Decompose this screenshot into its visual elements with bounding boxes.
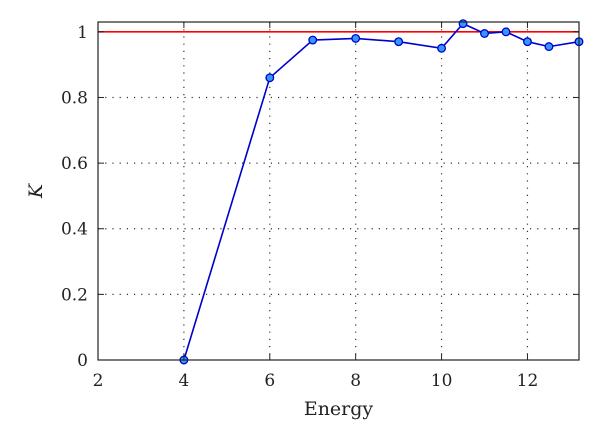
- x-tick-label: 6: [264, 371, 275, 391]
- tick-labels: 2 4 6 8 10 12 0 0.2 0.4 0.6 0.8 1: [61, 23, 538, 391]
- y-axis-label: K: [25, 182, 47, 199]
- y-tick-label: 0: [77, 351, 88, 371]
- x-tick-label: 8: [350, 371, 361, 391]
- data-point: [523, 37, 532, 47]
- y-tick-label: 0.8: [61, 88, 88, 108]
- data-point: [351, 33, 361, 43]
- data-point: [394, 37, 404, 47]
- data-point: [265, 73, 275, 83]
- x-axis-label: Energy: [304, 398, 374, 420]
- x-tick-label: 10: [431, 371, 453, 391]
- data-point: [480, 29, 489, 38]
- y-tick-label: 0.4: [61, 220, 88, 240]
- data-point: [501, 27, 511, 37]
- ticks: [97, 22, 579, 361]
- data-point: [544, 42, 554, 52]
- plot-frame: [97, 21, 580, 361]
- x-tick-label: 4: [178, 371, 189, 391]
- data-point: [437, 43, 447, 53]
- y-tick-label: 1: [77, 23, 88, 43]
- y-tick-label: 0.2: [61, 285, 88, 305]
- data-point: [458, 19, 468, 29]
- x-tick-label: 2: [93, 371, 104, 391]
- y-tick-label: 0.6: [61, 154, 88, 174]
- plot-background: [98, 22, 579, 360]
- data-point: [308, 35, 318, 45]
- x-tick-label: 12: [517, 371, 539, 391]
- series-group: [179, 19, 584, 365]
